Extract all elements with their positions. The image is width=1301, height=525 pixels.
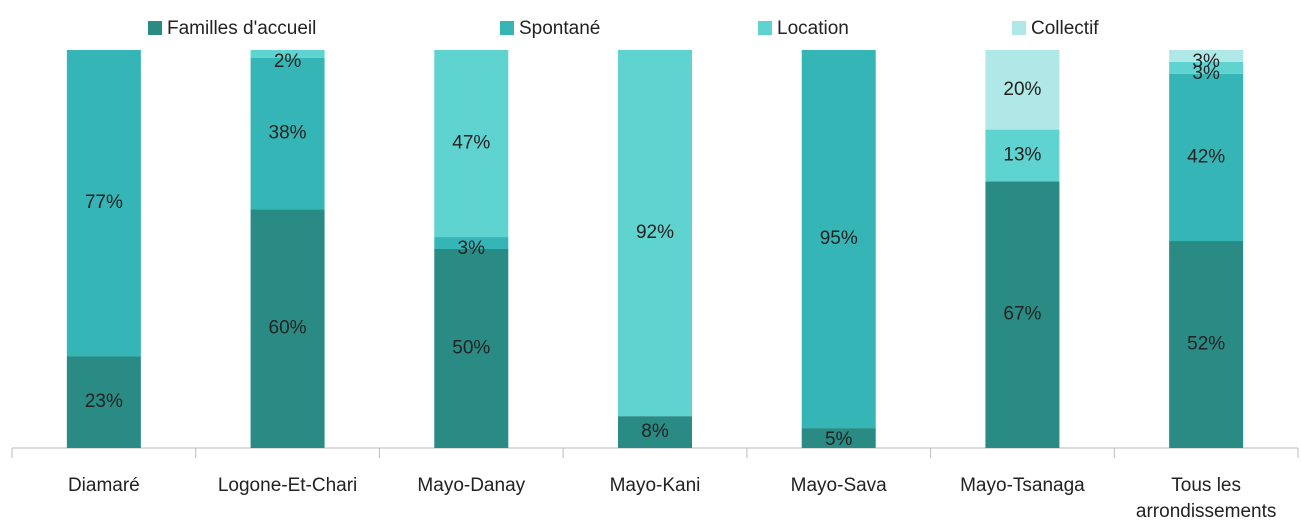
data-label: 50% — [452, 338, 490, 359]
legend-label: Collectif — [1031, 18, 1099, 39]
bar-segment — [1169, 50, 1244, 62]
data-label: 38% — [269, 123, 307, 144]
data-label: 23% — [85, 391, 123, 412]
data-label: 13% — [1003, 144, 1041, 165]
data-label: 20% — [1003, 79, 1041, 100]
data-label: 77% — [85, 192, 123, 213]
data-label: 92% — [636, 222, 674, 243]
bar-segment — [618, 416, 692, 448]
data-label: 3% — [1192, 51, 1220, 72]
bar-segment — [985, 129, 1060, 182]
data-label: 2% — [274, 51, 302, 72]
bar-segment — [618, 50, 692, 417]
x-tick-label: Mayo-Danay — [417, 475, 525, 496]
bar-segment — [66, 356, 141, 448]
legend-label: Familles d'accueil — [167, 18, 316, 39]
legend-swatch — [758, 21, 772, 35]
data-label: 47% — [452, 133, 490, 154]
data-label: 5% — [825, 429, 853, 450]
x-tick-label: Mayo-Tsanaga — [960, 475, 1085, 496]
x-tick-label: Mayo-Sava — [791, 475, 888, 496]
bar-segment — [985, 181, 1060, 448]
bar-segment — [434, 249, 509, 448]
legend-swatch — [500, 21, 514, 35]
legend-swatch — [148, 21, 162, 35]
bar-segment — [250, 57, 325, 210]
x-tick-label: Logone-Et-Chari — [218, 475, 357, 496]
bar-segment — [801, 428, 876, 448]
bar-segment — [801, 50, 876, 429]
data-label: 3% — [458, 238, 486, 259]
bar-segment — [434, 237, 509, 249]
bar-segment — [1169, 241, 1244, 448]
bar-segment — [1169, 73, 1244, 242]
legend-label: Location — [777, 18, 849, 39]
x-tick-label: Diamaré — [68, 475, 140, 496]
data-label: 3% — [1192, 63, 1220, 84]
x-tick-label: Mayo-Kani — [610, 475, 701, 496]
x-tick-label: Tous les arrondissements — [1136, 475, 1276, 522]
data-label: 52% — [1187, 334, 1225, 355]
data-label: 95% — [820, 228, 858, 249]
data-label: 8% — [641, 421, 669, 442]
bar-segment — [66, 50, 141, 357]
bar-segment — [250, 50, 325, 58]
legend-swatch — [1012, 21, 1026, 35]
bar-segment — [250, 209, 325, 448]
bar-segment — [985, 50, 1060, 130]
bar-segment — [434, 50, 509, 238]
legend-label: Spontané — [519, 18, 600, 39]
data-label: 60% — [269, 318, 307, 339]
data-label: 67% — [1003, 304, 1041, 325]
data-label: 42% — [1187, 146, 1225, 167]
bar-segment — [1169, 61, 1244, 74]
